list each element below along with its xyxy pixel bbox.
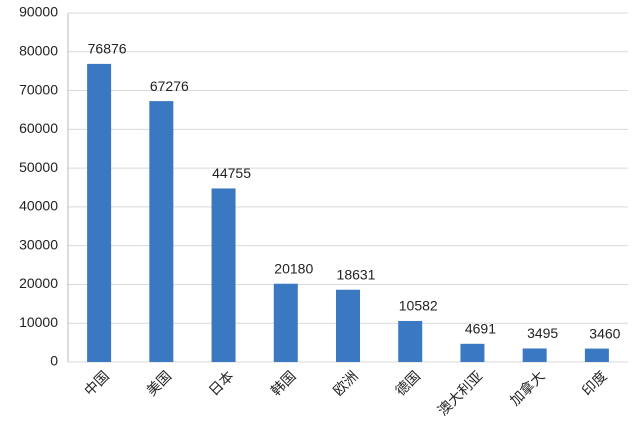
y-tick-label: 40000 xyxy=(19,198,58,214)
x-tick-label: 中国 xyxy=(82,368,113,399)
data-label: 67276 xyxy=(150,78,189,94)
y-tick-label: 10000 xyxy=(19,314,58,330)
data-label: 10582 xyxy=(399,298,438,314)
x-tick-label: 印度 xyxy=(579,368,610,399)
data-label: 20180 xyxy=(274,260,313,276)
bar xyxy=(460,343,485,362)
x-tick-label: 德国 xyxy=(393,368,424,399)
y-tick-label: 90000 xyxy=(19,4,58,20)
data-label: 3495 xyxy=(527,325,558,341)
x-tick-label: 欧洲 xyxy=(331,368,362,399)
data-label: 18631 xyxy=(337,266,376,282)
data-label: 44755 xyxy=(212,165,251,181)
x-tick-label: 加拿大 xyxy=(507,368,549,410)
bar xyxy=(522,348,547,362)
x-tick-label: 美国 xyxy=(144,368,175,399)
x-tick-label: 日本 xyxy=(206,368,237,399)
bar xyxy=(584,348,609,362)
bar xyxy=(336,289,360,362)
y-tick-label: 50000 xyxy=(19,159,58,175)
data-label: 76876 xyxy=(88,41,127,57)
data-label: 4691 xyxy=(465,321,496,337)
bar xyxy=(273,283,298,362)
y-tick-label: 80000 xyxy=(19,42,58,58)
bar xyxy=(87,63,112,362)
x-tick-label: 澳大利亚 xyxy=(435,368,486,419)
data-label: 3460 xyxy=(589,325,620,341)
y-tick-label: 0 xyxy=(50,353,58,369)
y-tick-label: 70000 xyxy=(19,81,58,97)
bar xyxy=(149,101,174,362)
y-tick-label: 30000 xyxy=(19,236,58,252)
bar xyxy=(398,320,423,362)
y-tick-label: 60000 xyxy=(19,120,58,136)
y-tick-label: 20000 xyxy=(19,275,58,291)
x-tick-label: 韩国 xyxy=(268,368,299,399)
bar xyxy=(211,188,236,362)
